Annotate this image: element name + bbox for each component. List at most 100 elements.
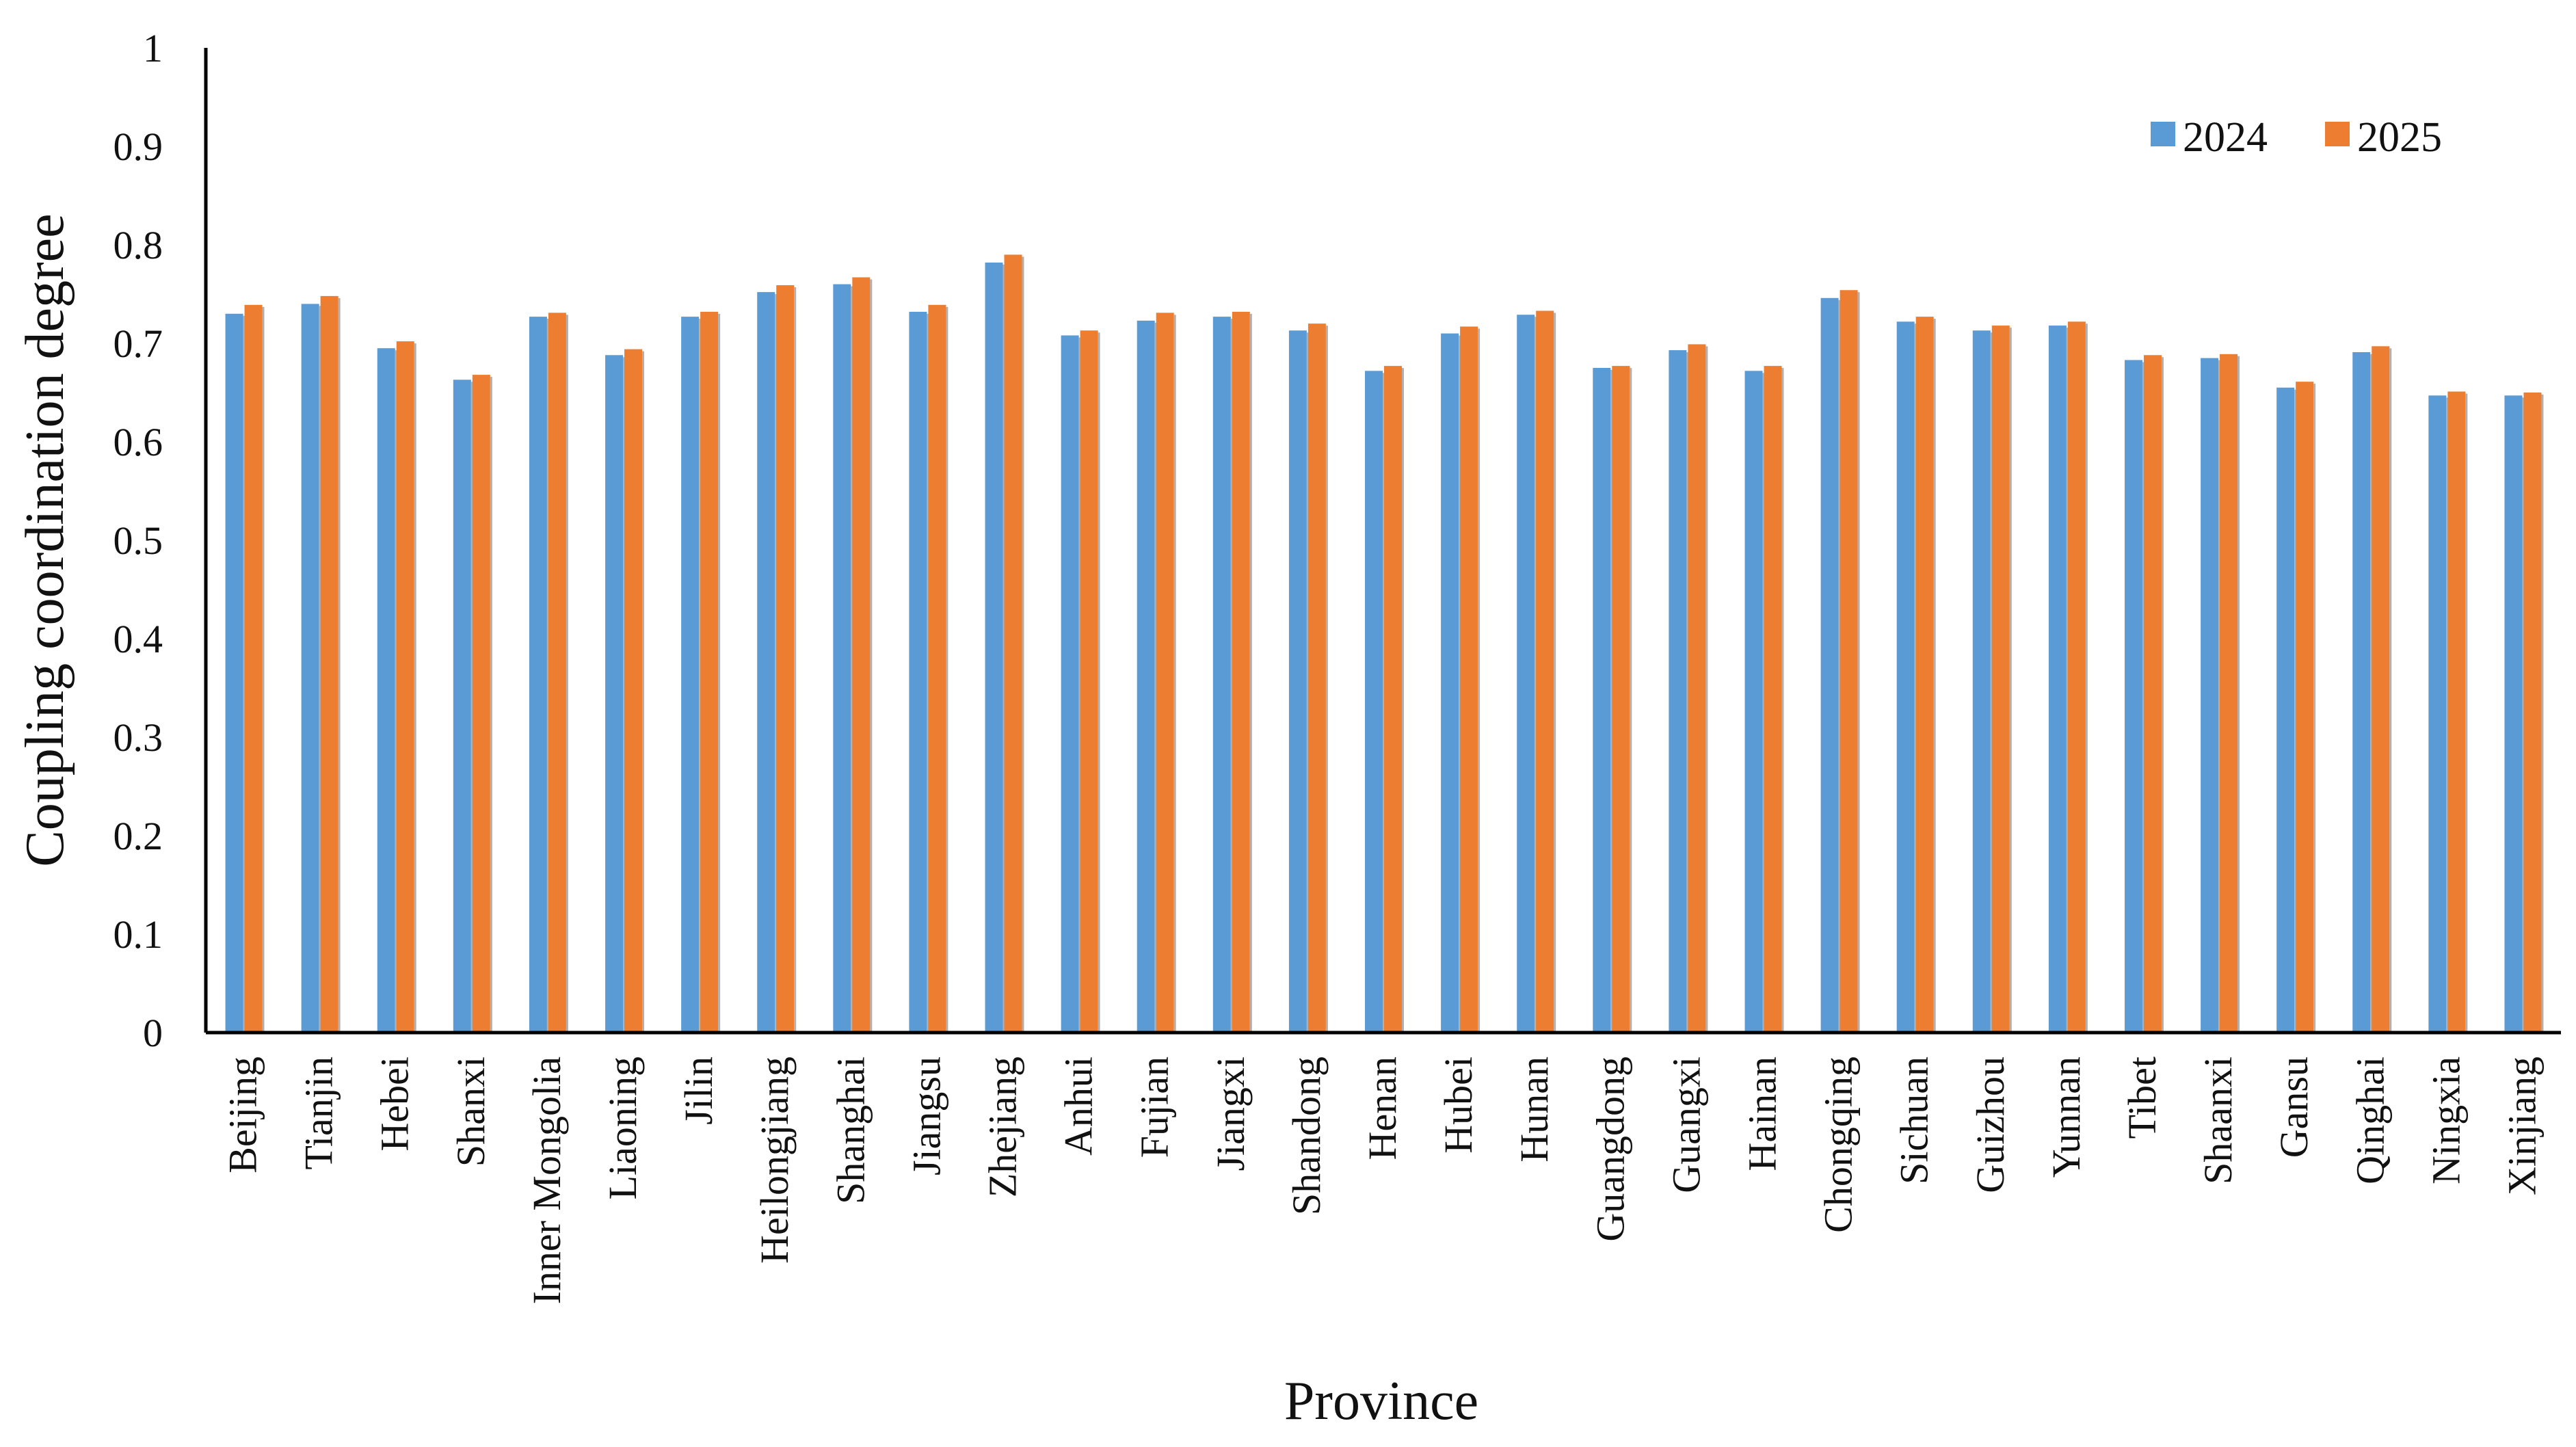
bar-2024-gansu [2276, 387, 2295, 1033]
x-tick-label: Qinghai [2348, 1057, 2392, 1184]
x-tick-label: Liaoning [600, 1057, 645, 1199]
bar-shadow [642, 351, 645, 1033]
x-tick-label: Hunan [1512, 1057, 1556, 1163]
x-tick-label: Jilin [676, 1057, 721, 1125]
x-tick-label: Guangxi [1664, 1057, 1708, 1193]
bar-shadow [1838, 300, 1841, 1033]
bar-shadow [414, 343, 416, 1033]
bar-shadow [1002, 264, 1005, 1033]
bar-2024-hubei [1441, 333, 1459, 1033]
x-tick-label: Hubei [1436, 1057, 1480, 1154]
bar-shadow [1230, 319, 1233, 1033]
x-tick-label: Tianjin [297, 1057, 341, 1169]
bar-shadow [546, 319, 549, 1033]
bar-shadow [470, 382, 473, 1033]
bar-shadow [338, 297, 341, 1033]
x-tick-label: Heilongjiang [752, 1057, 797, 1264]
bar-2025-liaoning [624, 349, 643, 1033]
y-tick-label: 0.5 [114, 518, 163, 563]
bar-shadow [1325, 326, 1328, 1033]
bar-2025-yunnan [2067, 321, 2086, 1033]
x-tick-label: Gansu [2272, 1057, 2316, 1158]
bar-2025-hebei [396, 341, 414, 1033]
bar-2024-henan [1365, 371, 1383, 1033]
y-tick-label: 0.9 [114, 124, 163, 169]
bar-2025-tianjin [320, 295, 338, 1033]
bar-shadow [1306, 332, 1309, 1033]
bar-shadow [2238, 356, 2240, 1033]
y-tick-label: 0.3 [114, 715, 163, 760]
bar-shadow [946, 306, 948, 1033]
bar-2024-liaoning [605, 355, 624, 1033]
x-tick-label: Xinjiang [2499, 1057, 2544, 1195]
bar-shadow [490, 377, 492, 1033]
bar-shadow [2313, 384, 2316, 1033]
bar-2025-hubei [1460, 326, 1478, 1033]
bar-2024-shandong [1288, 330, 1307, 1033]
x-tick-label: Zhejiang [981, 1057, 1025, 1197]
bar-2025-jiangsu [928, 304, 946, 1033]
x-tick-label: Fujian [1132, 1057, 1177, 1158]
bar-shadow [1705, 346, 1708, 1033]
y-tick-label: 0.8 [114, 223, 163, 267]
bar-shadow [1022, 256, 1024, 1033]
bar-2024-shanxi [453, 380, 471, 1033]
bar-shadow [262, 306, 265, 1033]
bar-shadow [2009, 328, 2012, 1033]
legend-swatch-2024 [2151, 122, 2175, 146]
bar-2024-beijing [225, 313, 243, 1033]
bar-2024-guangxi [1669, 350, 1687, 1033]
bar-2024-tianjin [301, 304, 319, 1033]
bar-2025-hainan [1764, 366, 1782, 1033]
bar-shadow [1459, 335, 1461, 1033]
bar-shadow [775, 294, 778, 1033]
bar-2024-jiangxi [1212, 317, 1231, 1033]
legend-label-2024: 2024 [2183, 114, 2268, 161]
x-tick-label: Henan [1360, 1057, 1405, 1160]
bar-2025-shandong [1307, 323, 1326, 1033]
bar-2025-heilongjiang [776, 285, 795, 1033]
bar-2025-shanxi [472, 375, 490, 1033]
bar-2025-anhui [1080, 330, 1098, 1033]
y-tick-label: 0 [143, 1011, 163, 1055]
bar-2025-ningxia [2447, 391, 2466, 1033]
bar-2024-guizhou [1972, 330, 1991, 1033]
bar-shadow [1078, 337, 1081, 1033]
x-tick-label: Shanghai [828, 1057, 873, 1204]
bar-2024-ningxia [2428, 395, 2447, 1033]
bars-layer [225, 254, 2544, 1033]
bar-shadow [851, 286, 853, 1033]
bar-2025-guangdong [1612, 366, 1630, 1033]
bar-2024-hainan [1744, 371, 1763, 1033]
bar-shadow [1933, 319, 1936, 1033]
bar-2024-shaanxi [2201, 358, 2219, 1033]
legend-swatch-2025 [2325, 122, 2350, 146]
bar-2024-shanghai [833, 284, 851, 1033]
bar-2025-sichuan [1915, 317, 1934, 1033]
legend-label-2025: 2025 [2357, 114, 2442, 161]
bar-shadow [718, 313, 721, 1033]
bar-shadow [1173, 315, 1176, 1033]
bar-2024-anhui [1061, 335, 1079, 1033]
axes-layer [204, 48, 2561, 1035]
x-tick-label: Hebei [373, 1057, 417, 1152]
bar-shadow [2522, 397, 2525, 1033]
x-tick-label: Shaanxi [2196, 1057, 2240, 1184]
bar-shadow [1610, 370, 1613, 1033]
bar-shadow [2465, 393, 2468, 1033]
bar-shadow [2370, 354, 2373, 1033]
bar-shadow [2389, 348, 2392, 1033]
bar-2025-tibet [2143, 355, 2162, 1033]
bar-2025-hunan [1536, 310, 1554, 1033]
bar-2025-qinghai [2372, 346, 2390, 1033]
bar-shadow [1535, 317, 1537, 1033]
bar-2024-fujian [1137, 320, 1155, 1033]
y-tick-label: 0.2 [114, 814, 163, 858]
bar-2025-jilin [700, 311, 719, 1033]
bar-2024-inner-mongolia [529, 317, 547, 1033]
bar-shadow [1781, 368, 1784, 1033]
x-tick-label: Shanxi [449, 1057, 493, 1167]
x-tick-label: Anhui [1057, 1057, 1101, 1156]
bar-shadow [243, 315, 245, 1033]
